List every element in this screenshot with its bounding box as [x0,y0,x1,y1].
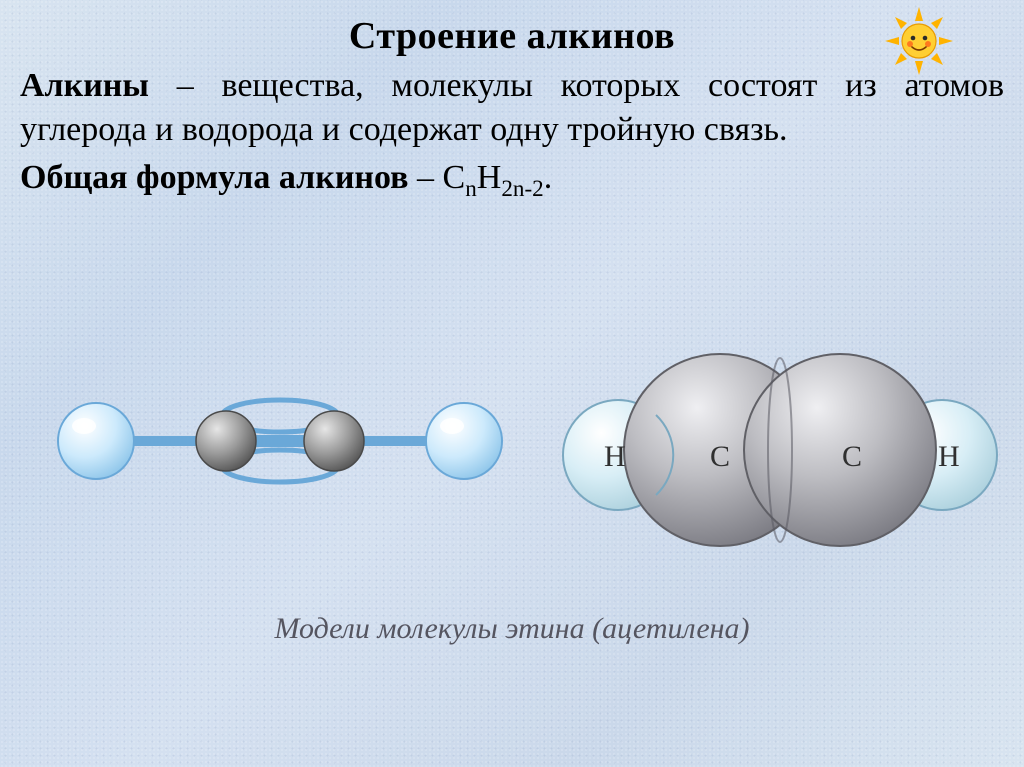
model-ball-and-stick [50,370,510,510]
label-c-right: C [842,440,862,473]
sun-icon [884,6,954,76]
formula-c: C [443,159,466,196]
formula-sub-n: n [465,176,477,202]
formula-sub-2n2: 2n-2 [501,176,543,202]
sun-face [902,24,936,58]
general-formula-line: Общая формула алкинов – CnH2n-2. [20,159,1004,203]
label-h-right: H [938,440,960,473]
model-space-filling: H C C H [560,340,1000,560]
definition-paragraph: Алкины – вещества, молекулы которых сост… [20,64,1004,151]
label-c-left: C [710,440,730,473]
models-caption: Модели молекулы этина (ацетилена) [0,612,1024,646]
definition-text: – вещества, молекулы которых состоят из … [20,67,1004,148]
term-alkynes: Алкины [20,67,149,104]
slide-title: Строение алкинов [20,14,1004,58]
formula-h: H [477,159,502,196]
formula-label: Общая формула алкинов [20,159,409,196]
label-h-left: H [604,440,626,473]
